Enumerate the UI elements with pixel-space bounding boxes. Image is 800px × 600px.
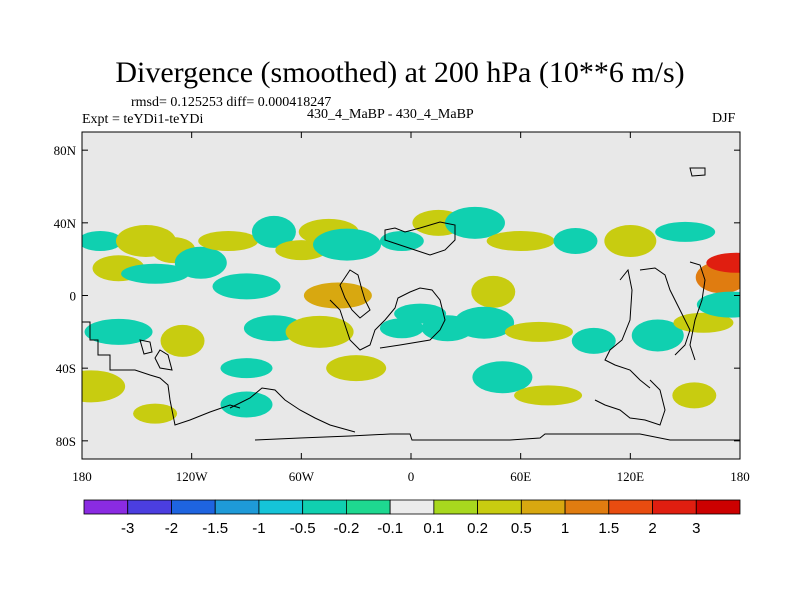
coastline-central-america [139,339,153,355]
colorbar-label: -0.5 [290,520,316,537]
x-tick-label: 180 [730,469,750,484]
field-feature [285,315,354,348]
coastline-east-asia [639,267,691,356]
colorbar-label: 1.5 [598,520,619,537]
season-label: DJF [712,111,736,126]
colorbar-swatch [171,499,216,515]
divergence-field [82,206,740,424]
colorbar-swatch [345,499,391,515]
colorbar-swatch [127,499,172,515]
y-tick-label: 40N [54,216,77,231]
x-tick-label: 120E [617,469,645,484]
field-feature [504,321,573,342]
colorbar-label: 0.1 [423,520,444,537]
colorbar-swatch [608,499,653,515]
coastline-maritime [604,268,651,389]
coastline-middle-east [339,269,371,319]
field-feature [220,391,273,418]
colorbar-label: -0.1 [377,520,403,537]
colorbar-label: -2 [165,520,178,537]
x-tick-label: 180 [72,469,92,484]
field-feature [174,246,227,279]
colorbar-swatch [302,499,347,515]
field-feature [303,282,372,309]
colorbar: -3 -2 -1.5 -1 -0.5 -0.2 -0.1 0.1 0.2 0.5 1 1.5 2 3 [83,499,741,537]
field-feature [655,221,716,242]
field-feature [706,252,740,273]
colorbar-swatch [520,499,566,515]
field-feature [82,370,126,403]
colorbar-swatch [477,499,522,515]
field-feature [82,231,123,251]
colorbar-label: -1 [252,520,265,537]
y-tick-label: 80S [56,434,76,449]
y-tick-label: 40S [56,361,76,376]
colorbar-swatch [214,499,260,515]
x-tick-label: 60W [289,469,315,484]
field-feature [444,206,505,239]
coastline-africa [329,287,446,351]
field-feature [379,231,424,251]
colorbar-swatch [83,499,129,515]
field-feature [133,403,178,424]
field-feature [220,358,273,379]
field-feature [84,318,153,345]
field-feature [121,263,190,284]
field-feature [379,318,424,339]
colorbar-swatch [652,499,697,515]
coastline-south-america [82,321,241,426]
colorbar-label: -1.5 [202,520,228,537]
colorbar-swatch [564,499,610,515]
field-feature [198,231,259,251]
coastline-australia [594,379,666,426]
field-feature [472,361,533,394]
field-feature [313,228,382,261]
colorbar-swatch [695,499,741,515]
x-tick-label: 60E [510,469,531,484]
colorbar-label: 2 [648,520,656,537]
colorbar-label: 0.5 [511,520,532,537]
field-feature [553,228,598,254]
field-feature [672,382,717,409]
field-feature [326,355,387,382]
center-subtitle: 430_4_MaBP - 430_4_MaBP [307,107,474,122]
coastline-antarctic-peninsula [229,387,356,433]
experiment-label: Expt = teYDi1-teYDi [82,112,204,127]
field-feature [471,275,516,308]
coastline-western-pacific [689,261,706,361]
field-feature [160,324,205,357]
y-tick-label: 80N [54,143,77,158]
field-feature [571,327,616,354]
field-feature [454,306,515,339]
field-feature [514,385,583,406]
field-feature [251,215,296,248]
colorbar-label: 1 [561,520,569,537]
colorbar-swatch [433,499,479,515]
stats-text: rmsd= 0.125253 diff= 0.000418247 [131,95,332,110]
colorbar-label: -0.2 [333,520,359,537]
y-tick-label: 0 [70,289,77,304]
colorbar-label: 0.2 [467,520,488,537]
field-feature [486,231,555,251]
coastline-antarctica [254,433,740,441]
coastlines [82,167,740,441]
axis-ticks: 180 120W 60W 0 60E 120E 180 80N 40N 0 40S 80S [54,132,750,484]
chart-title: Divergence (smoothed) at 200 hPa (10**6 … [115,56,685,89]
map-background [82,132,740,459]
coastline-asia-north [154,349,173,371]
field-feature [212,273,281,300]
coastline-north-america-islands [689,167,706,177]
x-tick-label: 120W [176,469,209,484]
field-feature [631,319,684,352]
colorbar-swatch [389,499,435,515]
colorbar-label: 3 [692,520,700,537]
field-feature [696,291,740,318]
field-feature [604,225,657,257]
coastline-europe [384,221,456,256]
colorbar-swatch [258,499,304,515]
x-tick-label: 0 [408,469,415,484]
colorbar-label: -3 [121,520,134,537]
